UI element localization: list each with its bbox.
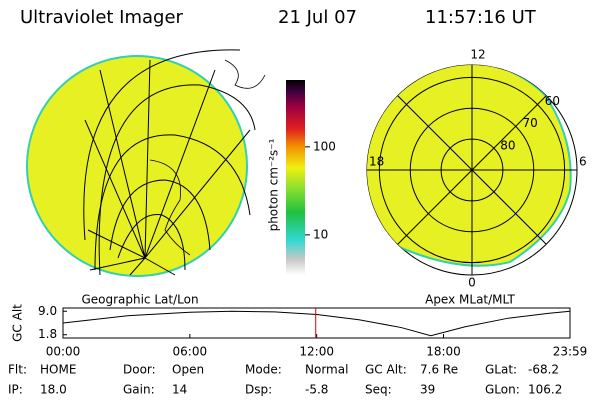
lat-label: 80: [500, 138, 515, 152]
mlt-label: 12: [470, 48, 485, 62]
altitude-curve: [62, 310, 571, 337]
status-value: Open: [172, 363, 204, 377]
status-label: IP:: [8, 383, 23, 397]
mlt-label: 0: [468, 276, 476, 290]
status-label: GLat:: [485, 363, 517, 377]
altitude-frame: [62, 307, 571, 339]
lat-label: 70: [522, 116, 537, 130]
status-label: Flt:: [8, 363, 27, 377]
mlt-line: [397, 95, 547, 245]
x-tick-label: 00:00: [46, 345, 81, 359]
x-tick-label: 23:59: [553, 345, 588, 359]
status-label: Mode:: [245, 363, 282, 377]
status-value: -5.8: [305, 383, 328, 397]
mlt-label: 18: [369, 155, 384, 169]
altitude-label: GC Alt: [11, 304, 25, 342]
status-value: 106.2: [528, 383, 562, 397]
status-label: Dsp:: [245, 383, 272, 397]
status-label: Seq:: [365, 383, 392, 397]
status-value: 7.6 Re: [420, 363, 458, 377]
mlt-label: 6: [579, 155, 587, 169]
time: 11:57:16 UT: [425, 7, 537, 28]
geo-map: [26, 49, 266, 277]
x-tick-label: 06:00: [173, 345, 208, 359]
colorbar-tick-label: 10: [313, 227, 328, 241]
status-value: -68.2: [528, 363, 559, 377]
polar-label: Apex MLat/MLT: [425, 293, 515, 307]
lat-ring: [378, 76, 566, 264]
colorbar: [286, 80, 305, 275]
title: Ultraviolet Imager: [20, 7, 184, 28]
lat-ring: [440, 138, 504, 202]
status-label: GC Alt:: [365, 363, 407, 377]
status-value: Normal: [305, 363, 348, 377]
status-label: Gain:: [123, 383, 155, 397]
status-value: 39: [420, 383, 435, 397]
x-tick-label: 12:00: [299, 345, 334, 359]
date: 21 Jul 07: [278, 7, 357, 28]
y-tick-label: 1.8: [38, 327, 57, 341]
status-value: 18.0: [40, 383, 67, 397]
x-tick-label: 18:00: [426, 345, 461, 359]
y-tick-label: 9.0: [38, 304, 57, 318]
colorbar-label: photon cm⁻²s⁻¹: [267, 138, 281, 231]
status-value: 14: [172, 383, 187, 397]
status-label: Door:: [123, 363, 156, 377]
status-value: HOME: [40, 363, 76, 377]
status-label: GLon:: [485, 383, 520, 397]
lat-label: 60: [545, 94, 560, 108]
geo-label: Geographic Lat/Lon: [81, 293, 198, 307]
lat-ring: [409, 107, 535, 233]
colorbar-tick-label: 100: [313, 139, 336, 153]
